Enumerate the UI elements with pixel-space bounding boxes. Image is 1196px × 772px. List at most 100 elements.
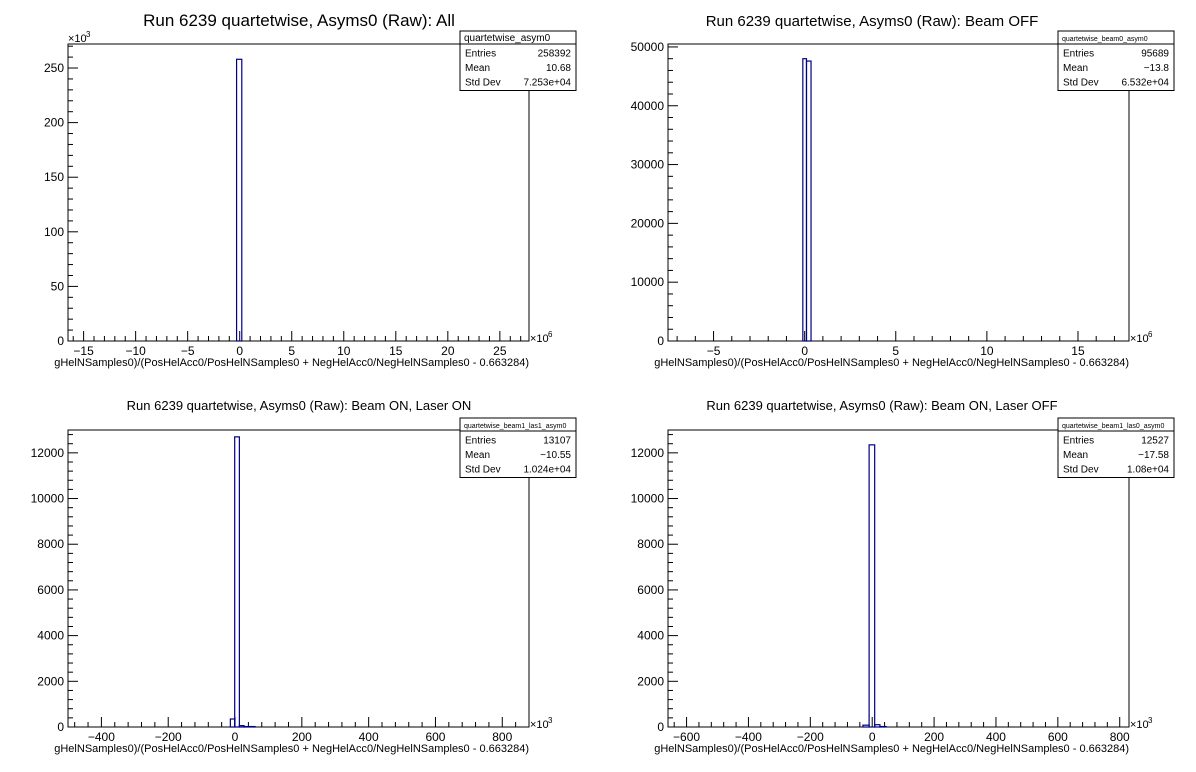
stats-row-value: 95689 <box>1141 49 1169 60</box>
x-tick-label: 800 <box>1110 730 1130 744</box>
x-tick-label: 0 <box>232 730 239 744</box>
x-tick-label: −200 <box>797 730 824 744</box>
x-tick-label: 15 <box>389 344 403 358</box>
histogram-bin <box>874 724 881 728</box>
y-tick-label: 10000 <box>631 492 665 506</box>
y-tick-label: 250 <box>44 61 64 75</box>
x-tick-label: 600 <box>1048 730 1068 744</box>
stats-row-label: Mean <box>465 450 490 461</box>
stats-row-label: Entries <box>465 436 496 447</box>
stats-row-value: 1.08e+04 <box>1127 465 1169 476</box>
y-tick-label: 20000 <box>631 216 665 230</box>
y-tick-label: 8000 <box>637 537 664 551</box>
x-tick-label: 25 <box>493 344 507 358</box>
chart-title: Run 6239 quartetwise, Asyms0 (Raw): All <box>143 11 455 30</box>
x-tick-label: −10 <box>125 344 146 358</box>
x-tick-label: 200 <box>924 730 944 744</box>
y-tick-label: 0 <box>57 334 64 348</box>
x-tick-label: 0 <box>801 344 808 358</box>
stats-row-value: 258392 <box>538 49 572 60</box>
x-tick-label: −400 <box>735 730 762 744</box>
stats-row-value: 13107 <box>543 436 571 447</box>
x-axis-multiplier-exponent: 3 <box>1148 716 1153 725</box>
stats-row-value: 12527 <box>1141 436 1169 447</box>
x-tick-label: −5 <box>181 344 195 358</box>
chart-title: Run 6239 quartetwise, Asyms0 (Raw): Beam… <box>706 398 1057 413</box>
x-axis-label: gHelNSamples0)/(PosHelAcc0/PosHelNSample… <box>54 357 529 369</box>
y-tick-label: 50 <box>51 279 65 293</box>
stats-row-label: Mean <box>1063 450 1088 461</box>
x-tick-label: 0 <box>869 730 876 744</box>
stats-row-label: Entries <box>1063 49 1094 60</box>
plot-frame <box>67 429 530 728</box>
stats-row-label: Entries <box>1063 436 1094 447</box>
histogram-bin <box>868 444 876 728</box>
y-tick-label: 0 <box>657 720 664 734</box>
y-axis-multiplier-exponent: 3 <box>86 30 91 39</box>
x-axis-label: gHelNSamples0)/(PosHelAcc0/PosHelNSample… <box>54 743 529 755</box>
y-tick-label: 12000 <box>631 446 665 460</box>
y-tick-label: 6000 <box>37 583 64 597</box>
plot-frame <box>67 43 530 342</box>
stats-row-label: Mean <box>465 63 490 74</box>
stats-row-label: Std Dev <box>1063 78 1099 89</box>
y-tick-label: 8000 <box>37 537 64 551</box>
x-axis-multiplier-exponent: 6 <box>548 330 553 339</box>
histogram-bin <box>805 60 812 342</box>
stats-row-value: −17.58 <box>1138 450 1169 461</box>
histogram-bin <box>862 724 870 728</box>
histogram-panel-2: Run 6239 quartetwise, Asyms0 (Raw): Beam… <box>631 13 1175 369</box>
stats-box-name: quartetwise_beam0_asym0 <box>1062 36 1148 43</box>
x-tick-label: 15 <box>1071 344 1085 358</box>
chart-title: Run 6239 quartetwise, Asyms0 (Raw): Beam… <box>127 398 472 413</box>
x-axis-multiplier: ×10 <box>1130 333 1149 345</box>
chart-title: Run 6239 quartetwise, Asyms0 (Raw): Beam… <box>706 13 1039 30</box>
x-tick-label: 5 <box>288 344 295 358</box>
plot-frame <box>667 429 1130 728</box>
histogram-panel-1: Run 6239 quartetwise, Asyms0 (Raw): All 0… <box>44 11 577 369</box>
x-tick-label: 400 <box>359 730 379 744</box>
x-tick-label: 200 <box>292 730 312 744</box>
stats-row-value: 6.532e+04 <box>1121 78 1169 89</box>
x-axis-multiplier: ×10 <box>1130 719 1149 731</box>
x-axis-multiplier-exponent: 6 <box>1148 330 1153 339</box>
x-tick-label: −600 <box>673 730 700 744</box>
x-tick-label: 20 <box>441 344 455 358</box>
y-tick-label: 4000 <box>637 629 664 643</box>
stats-box <box>459 30 577 91</box>
histogram-panel-4: Run 6239 quartetwise, Asyms0 (Raw): Beam… <box>631 398 1175 755</box>
y-tick-label: 4000 <box>37 629 64 643</box>
x-tick-label: 10 <box>980 344 994 358</box>
stats-row-label: Std Dev <box>465 465 501 476</box>
x-tick-label: −5 <box>707 344 721 358</box>
histogram-bin <box>235 58 243 342</box>
y-tick-label: 40000 <box>631 99 665 113</box>
stats-box <box>1057 30 1175 91</box>
x-axis-multiplier-exponent: 3 <box>548 716 553 725</box>
y-tick-label: 2000 <box>37 674 64 688</box>
histogram-bin <box>238 725 245 728</box>
histogram-panel-3: Run 6239 quartetwise, Asyms0 (Raw): Beam… <box>31 398 577 755</box>
y-tick-label: 150 <box>44 170 64 184</box>
x-tick-label: −400 <box>88 730 115 744</box>
stats-row-value: −13.8 <box>1144 63 1170 74</box>
x-tick-label: −15 <box>73 344 94 358</box>
x-tick-label: 10 <box>337 344 351 358</box>
x-tick-label: 0 <box>236 344 243 358</box>
x-tick-label: 400 <box>986 730 1006 744</box>
y-tick-label: 10000 <box>31 492 65 506</box>
y-tick-label: 30000 <box>631 158 665 172</box>
y-tick-label: 2000 <box>637 674 664 688</box>
x-axis-multiplier: ×10 <box>530 333 549 345</box>
x-tick-label: 5 <box>892 344 899 358</box>
y-tick-label: 50000 <box>631 40 665 54</box>
y-axis-multiplier: ×10 <box>68 33 87 45</box>
stats-row-label: Std Dev <box>465 78 501 89</box>
y-tick-label: 200 <box>44 116 64 130</box>
y-tick-label: 0 <box>57 720 64 734</box>
stats-row-value: 10.68 <box>546 63 571 74</box>
x-axis-label: gHelNSamples0)/(PosHelAcc0/PosHelNSample… <box>654 357 1129 369</box>
y-tick-label: 12000 <box>31 446 65 460</box>
stats-box <box>459 417 577 478</box>
